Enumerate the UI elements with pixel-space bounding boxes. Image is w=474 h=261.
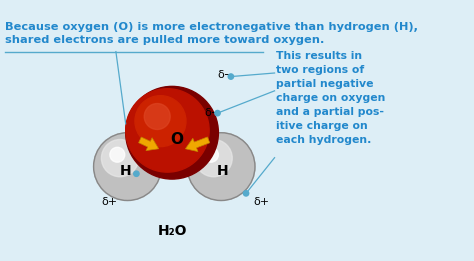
Text: δ+: δ+	[253, 197, 269, 207]
Text: This results in
two regions of
partial negative
charge on oxygen
and a partial p: This results in two regions of partial n…	[276, 51, 386, 145]
Text: δ+: δ+	[101, 197, 118, 207]
Circle shape	[101, 139, 139, 177]
Circle shape	[144, 104, 170, 129]
Circle shape	[203, 147, 219, 162]
Text: H₂O: H₂O	[157, 224, 187, 238]
Circle shape	[243, 191, 249, 196]
FancyArrow shape	[138, 137, 159, 151]
Circle shape	[135, 96, 186, 147]
Text: Because oxygen (O) is more electronegative than hydrogen (H),
shared electrons a: Because oxygen (O) is more electronegati…	[5, 22, 419, 45]
FancyArrow shape	[185, 137, 210, 152]
Circle shape	[187, 133, 255, 200]
Text: δ−: δ−	[218, 70, 234, 80]
Text: H: H	[120, 164, 131, 178]
Circle shape	[126, 86, 219, 179]
Circle shape	[134, 171, 139, 176]
Circle shape	[126, 89, 209, 172]
Text: O: O	[170, 132, 183, 147]
Circle shape	[228, 74, 234, 79]
Text: δ−: δ−	[204, 108, 220, 118]
Circle shape	[93, 133, 161, 200]
Text: H: H	[217, 164, 228, 178]
Circle shape	[110, 147, 125, 162]
Circle shape	[195, 139, 232, 177]
Circle shape	[215, 110, 220, 116]
